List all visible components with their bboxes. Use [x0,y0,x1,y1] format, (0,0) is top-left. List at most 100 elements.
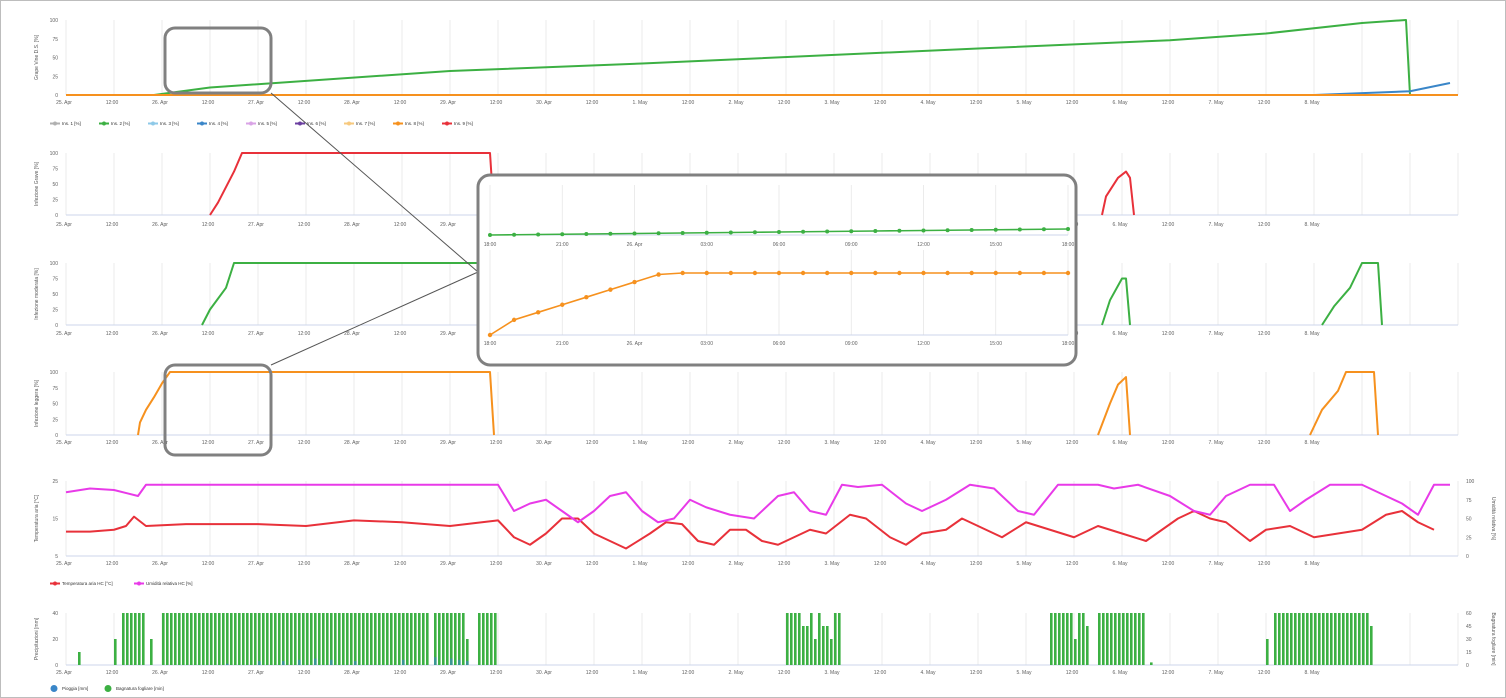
y-tick-label: 20 [52,637,58,643]
chart-panel-6: 40 20 0 60 45 30 15 0 Bagnatura fogliare [min] Pr… [34,611,1496,692]
legend-marker [137,581,141,586]
x-tick-label: 8. May [1304,222,1320,228]
y-tick-label: 75 [52,386,58,392]
bar [190,613,193,665]
y-tick-label: 25 [52,198,58,204]
inset-x-tick-label: 03:00 [700,242,713,248]
series-line [1101,170,1135,216]
y-tick-label: 75 [52,37,58,43]
x-tick-label: 8. May [1304,440,1320,446]
x-tick-label: 5. May [1016,440,1032,446]
x-tick-label: 26. Apr [152,561,168,567]
x-tick-label: 27. Apr [248,440,264,446]
bar [134,613,137,665]
inset-x-tick-label: 06:00 [773,341,786,347]
bar [790,613,793,665]
x-tick-label: 12:00 [586,440,599,446]
x-tick-label: 12:00 [1258,100,1271,106]
x-tick-label: 12:00 [1258,440,1271,446]
x-tick-label: 7. May [1208,100,1224,106]
x-tick-label: 25. Apr [56,440,72,446]
x-tick-label: 27. Apr [248,222,264,228]
bar [138,613,141,665]
x-tick-label: 7. May [1208,440,1224,446]
bar [414,613,417,665]
x-tick-label: 4. May [920,440,936,446]
bar [1050,613,1053,665]
y-tick-label-right: 50 [1466,517,1472,523]
inset-x-tick-label: 06:00 [773,242,786,248]
chart-panel-4: 100 75 50 25 0 Infezione leggera [%] 25. Apr 12… [34,370,1459,446]
x-tick-label: 12:00 [106,222,119,228]
bar [202,613,205,665]
bar [422,613,425,665]
x-tick-label: 1. May [632,670,648,676]
bar [1310,613,1313,665]
y-tick-label-right: 45 [1466,624,1472,630]
bar [282,661,285,665]
legend-item: Temperatura aria HC [°C] [50,581,113,586]
chart-panel-5: 25 15 5 100 75 50 25 0 Umidità relativa [%] Tempe… [34,479,1496,586]
x-tick-label: 6. May [1112,670,1128,676]
y-axis-title: Infezione leggera [%] [34,379,40,427]
bar [786,613,789,665]
legend-marker [151,121,155,126]
legend-marker [298,121,302,126]
x-tick-label: 12:00 [970,440,983,446]
bar [210,613,213,665]
bar [418,613,421,665]
bar [1338,613,1341,665]
legend-label: Umidità relativa HC [%] [146,581,193,586]
x-tick-label: 12:00 [298,440,311,446]
x-tick-label: 29. Apr [440,561,456,567]
y-tick-label: 100 [50,151,59,157]
x-tick-label: 12:00 [298,331,311,337]
legend-item: Ins. 4 [%] [197,121,228,126]
x-tick-label: 12:00 [874,440,887,446]
bar [274,613,277,665]
bar [1290,613,1293,665]
bar [290,613,293,665]
bar [1134,613,1137,665]
inset-point [704,270,709,276]
x-tick-label: 12:00 [1162,331,1175,337]
bar [1074,639,1077,665]
bar [398,613,401,665]
x-tick-label: 29. Apr [440,100,456,106]
x-tick-label: 12:00 [394,331,407,337]
x-tick-label: 12:00 [778,440,791,446]
bar [834,613,837,665]
legend-item: Pioggia [mm] [50,685,88,692]
inset-point [487,332,493,338]
inset-chart: 18:00 18:00 21:00 21:00 26. Apr 26. Apr 03:00 0… [476,173,1078,367]
inset-point [656,272,661,277]
legend-marker [102,121,106,126]
y-tick-label: 25 [52,308,58,314]
bar [298,613,301,665]
inset-point [800,270,806,276]
inset-point [993,227,998,232]
inset-x-tick-label: 21:00 [556,242,569,248]
bar [450,613,453,665]
bar [170,613,173,665]
x-tick-label: 26. Apr [152,222,168,228]
bar [1358,613,1361,665]
x-tick-label: 26. Apr [152,331,168,337]
x-tick-label: 30. Apr [536,561,552,567]
x-tick-label: 12:00 [202,670,215,676]
x-tick-label: 25. Apr [56,331,72,337]
x-tick-label: 12:00 [778,561,791,567]
inset-point [704,230,709,235]
x-tick-label: 12:00 [586,100,599,106]
x-tick-label: 12:00 [1162,670,1175,676]
chart-panel-1: 100 75 50 25 0 Grape Vine D.S. [%] 25. Apr 12:0… [34,18,1459,126]
inset-point [945,228,950,233]
x-tick-label: 27. Apr [248,670,264,676]
inset-x-tick-label: 12:00 [917,341,930,347]
x-tick-label: 28. Apr [344,222,360,228]
bar [342,613,345,665]
x-tick-label: 12:00 [1162,561,1175,567]
legend-marker [347,121,351,126]
x-tick-label: 6. May [1112,331,1128,337]
bar [1102,613,1105,665]
